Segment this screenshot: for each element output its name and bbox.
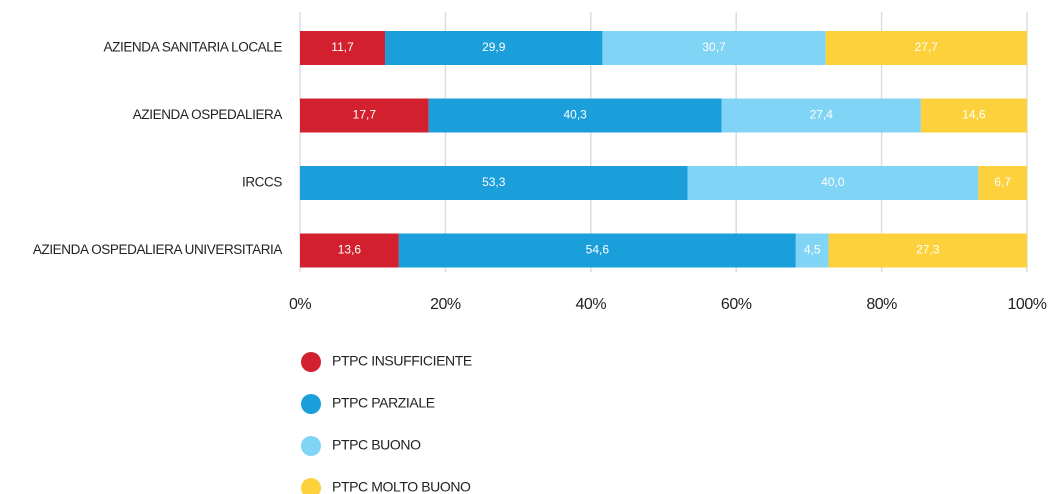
- legend-label: PTPC MOLTO BUONO: [332, 479, 471, 494]
- category-label: AZIENDA OSPEDALIERA: [133, 107, 283, 122]
- x-tick-label: 40%: [576, 296, 607, 313]
- bar-segment: [398, 233, 796, 268]
- value-label: 29,9: [482, 40, 506, 54]
- x-tick-label: 60%: [721, 296, 752, 313]
- bar-segment: [300, 98, 429, 133]
- bar-segment: [428, 98, 722, 133]
- value-label: 17,7: [353, 108, 377, 122]
- bar-segment: [300, 31, 386, 65]
- category-label: AZIENDA OSPEDALIERA UNIVERSITARIA: [33, 242, 283, 257]
- category-label: AZIENDA SANITARIA LOCALE: [104, 40, 283, 55]
- bar-segment: [602, 31, 826, 65]
- legend-swatch: [301, 394, 321, 414]
- value-label: 6,7: [994, 175, 1011, 189]
- value-label: 14,6: [962, 108, 986, 122]
- x-tick-label: 20%: [430, 296, 461, 313]
- value-label: 27,3: [916, 243, 940, 257]
- legend-label: PTPC INSUFFICIENTE: [332, 353, 472, 369]
- value-label: 40,3: [563, 108, 587, 122]
- bar-segment: [385, 31, 603, 65]
- value-label: 30,7: [702, 40, 726, 54]
- value-label: 27,7: [915, 40, 939, 54]
- x-tick-label: 100%: [1008, 296, 1047, 313]
- bar-segment: [795, 233, 829, 268]
- bar-segment: [828, 233, 1027, 268]
- x-tick-label: 80%: [866, 296, 897, 313]
- legend-label: PTPC BUONO: [332, 437, 421, 453]
- legend-swatch: [301, 436, 321, 456]
- bar-segment: [920, 98, 1027, 133]
- value-label: 40,0: [821, 175, 845, 189]
- bar-segment: [300, 233, 399, 268]
- bar-segment: [978, 166, 1027, 200]
- value-label: 27,4: [810, 108, 834, 122]
- bar-segment: [687, 166, 979, 200]
- value-label: 53,3: [482, 175, 506, 189]
- value-label: 4,5: [804, 243, 821, 257]
- value-label: 13,6: [338, 243, 362, 257]
- value-label: 54,6: [586, 243, 610, 257]
- value-label: 11,7: [331, 40, 354, 54]
- bar-segment: [721, 98, 921, 133]
- legend-label: PTPC PARZIALE: [332, 395, 435, 411]
- bar-segment: [825, 31, 1027, 65]
- x-tick-label: 0%: [289, 296, 311, 313]
- legend-swatch: [301, 478, 321, 494]
- category-label: IRCCS: [242, 175, 282, 190]
- legend-swatch: [301, 352, 321, 372]
- bar-segment: [300, 166, 688, 200]
